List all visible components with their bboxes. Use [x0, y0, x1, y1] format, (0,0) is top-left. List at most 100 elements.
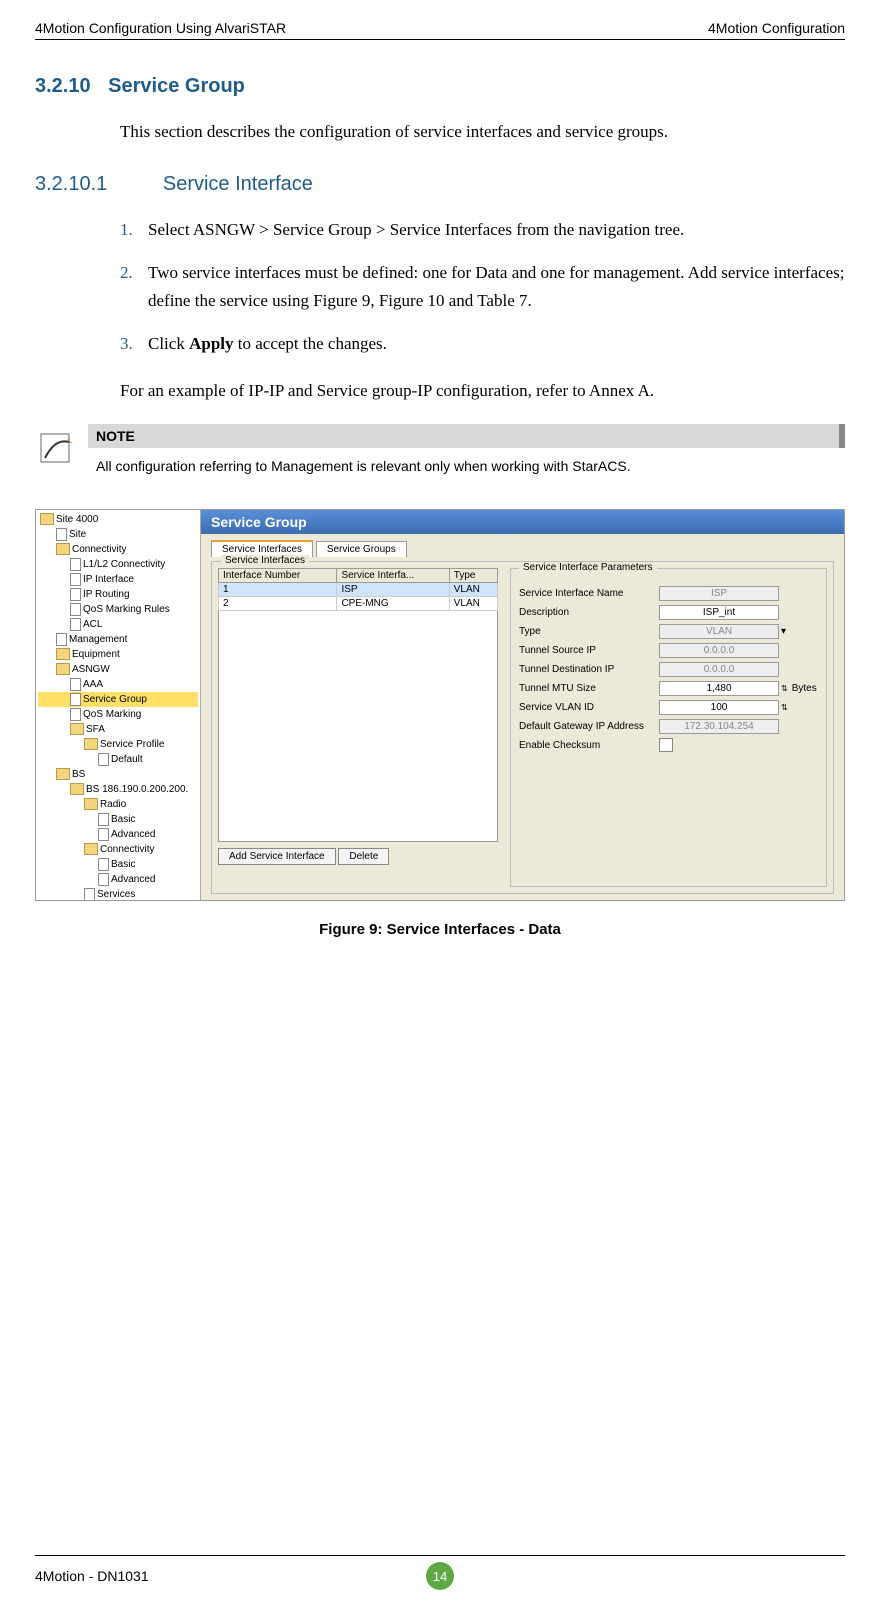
cell: 2 — [219, 597, 337, 611]
step-number: 2. — [120, 259, 133, 286]
steps-list: 1. Select ASNGW > Service Group > Servic… — [120, 216, 845, 357]
tree-item-label: Services — [97, 889, 135, 900]
tree-item-label: BS — [72, 769, 85, 780]
subsection-heading: 3.2.10.1 Service Interface — [35, 173, 845, 196]
step-text: Two service interfaces must be defined: … — [148, 263, 844, 309]
tree-item-label: BS 186.190.0.200.200. — [86, 784, 188, 795]
param-label: Type — [519, 626, 659, 637]
page-number-badge: 14 — [426, 1562, 454, 1590]
param-input[interactable]: 100 — [659, 700, 779, 715]
note-block: NOTE All configuration referring to Mana… — [35, 424, 845, 484]
cell: VLAN — [449, 583, 497, 597]
param-row: Service Interface NameISP — [519, 586, 818, 601]
tree-item-label: Connectivity — [100, 844, 154, 855]
tree-item[interactable]: Connectivity — [38, 842, 198, 857]
tree-item-label: Advanced — [111, 874, 155, 885]
param-label: Tunnel MTU Size — [519, 683, 659, 694]
table-row[interactable]: 2 CPE-MNG VLAN — [219, 597, 498, 611]
tree-item-label: Equipment — [72, 649, 120, 660]
page-icon — [70, 678, 81, 691]
spinner-icon[interactable]: ⇅ — [781, 703, 788, 712]
tree-item[interactable]: Basic — [38, 857, 198, 872]
tree-item[interactable]: Service Profile — [38, 737, 198, 752]
tree-item-label: ACL — [83, 619, 102, 630]
header-left: 4Motion Configuration Using AlvariSTAR — [35, 20, 286, 36]
tree-item[interactable]: IP Routing — [38, 587, 198, 602]
tree-item-label: SFA — [86, 724, 105, 735]
tree-item[interactable]: Site — [38, 527, 198, 542]
navigation-tree[interactable]: Site 4000SiteConnectivityL1/L2 Connectiv… — [36, 510, 201, 900]
param-input[interactable]: ISP_int — [659, 605, 779, 620]
panel-title: Service Group — [211, 514, 834, 530]
spinner-icon[interactable]: ⇅ — [781, 684, 788, 693]
cell: VLAN — [449, 597, 497, 611]
subsection-title: Service Interface — [163, 173, 313, 195]
tree-item[interactable]: L1/L2 Connectivity — [38, 557, 198, 572]
tree-item[interactable]: SFA — [38, 722, 198, 737]
tree-item[interactable]: Advanced — [38, 827, 198, 842]
add-service-interface-button[interactable]: Add Service Interface — [218, 848, 336, 865]
tree-item-label: Service Group — [83, 694, 147, 705]
step-item: 2. Two service interfaces must be define… — [120, 259, 845, 313]
tree-item[interactable]: ASNGW — [38, 662, 198, 677]
interface-table-area: Interface Number Service Interfa... Type… — [218, 568, 498, 887]
param-input: VLAN — [659, 624, 779, 639]
tree-item-label: Basic — [111, 859, 135, 870]
tree-item[interactable]: AAA — [38, 677, 198, 692]
folder-icon — [56, 663, 70, 675]
tree-item-label: Default — [111, 754, 143, 765]
folder-icon — [84, 843, 98, 855]
delete-button[interactable]: Delete — [338, 848, 389, 865]
interface-table[interactable]: Interface Number Service Interfa... Type… — [218, 568, 498, 611]
step-number: 3. — [120, 330, 133, 357]
param-label: Tunnel Destination IP — [519, 664, 659, 675]
dropdown-icon[interactable]: ▾ — [781, 626, 786, 637]
folder-icon — [84, 738, 98, 750]
cell: 1 — [219, 583, 337, 597]
param-label: Tunnel Source IP — [519, 645, 659, 656]
tree-item[interactable]: Basic — [38, 812, 198, 827]
tree-item-label: Site — [69, 529, 86, 540]
tree-item[interactable]: QoS Marking — [38, 707, 198, 722]
param-checkbox[interactable] — [659, 738, 673, 752]
tree-item-label: QoS Marking Rules — [83, 604, 170, 615]
table-empty-area — [218, 611, 498, 842]
tree-item-label: IP Interface — [83, 574, 134, 585]
tree-item-label: QoS Marking — [83, 709, 141, 720]
tree-item[interactable]: IP Interface — [38, 572, 198, 587]
param-label: Service VLAN ID — [519, 702, 659, 713]
tree-item[interactable]: Management — [38, 632, 198, 647]
col-service-interface[interactable]: Service Interfa... — [337, 569, 449, 583]
tab-service-groups[interactable]: Service Groups — [316, 541, 407, 557]
section-intro: This section describes the configuration… — [120, 118, 845, 145]
cell: CPE-MNG — [337, 597, 449, 611]
page-icon — [98, 828, 109, 841]
page-icon — [70, 618, 81, 631]
tree-item[interactable]: Site 4000 — [38, 512, 198, 527]
table-row[interactable]: 1 ISP VLAN — [219, 583, 498, 597]
step-text: Select ASNGW > Service Group > Service I… — [148, 220, 684, 239]
footer-left: 4Motion - DN1031 — [35, 1568, 149, 1584]
tree-item-label: Radio — [100, 799, 126, 810]
param-input[interactable]: 1,480 — [659, 681, 779, 696]
folder-icon — [40, 513, 54, 525]
tree-item[interactable]: Equipment — [38, 647, 198, 662]
tree-item[interactable]: BS — [38, 767, 198, 782]
tree-item[interactable]: Advanced — [38, 872, 198, 887]
col-interface-number[interactable]: Interface Number — [219, 569, 337, 583]
tree-item[interactable]: BS 186.190.0.200.200. — [38, 782, 198, 797]
post-steps-text: For an example of IP-IP and Service grou… — [120, 377, 845, 404]
col-type[interactable]: Type — [449, 569, 497, 583]
tree-item[interactable]: Radio — [38, 797, 198, 812]
fieldset-label: Service Interfaces — [221, 555, 309, 566]
tree-item[interactable]: Connectivity — [38, 542, 198, 557]
tree-item-label: Site 4000 — [56, 514, 98, 525]
param-row: TypeVLAN▾ — [519, 624, 818, 639]
tree-item[interactable]: Services — [38, 887, 198, 900]
tree-item[interactable]: ACL — [38, 617, 198, 632]
tree-item[interactable]: QoS Marking Rules — [38, 602, 198, 617]
tree-item[interactable]: Service Group — [38, 692, 198, 707]
tree-item[interactable]: Default — [38, 752, 198, 767]
section-title: Service Group — [108, 75, 245, 97]
param-row: Tunnel Destination IP0.0.0.0 — [519, 662, 818, 677]
